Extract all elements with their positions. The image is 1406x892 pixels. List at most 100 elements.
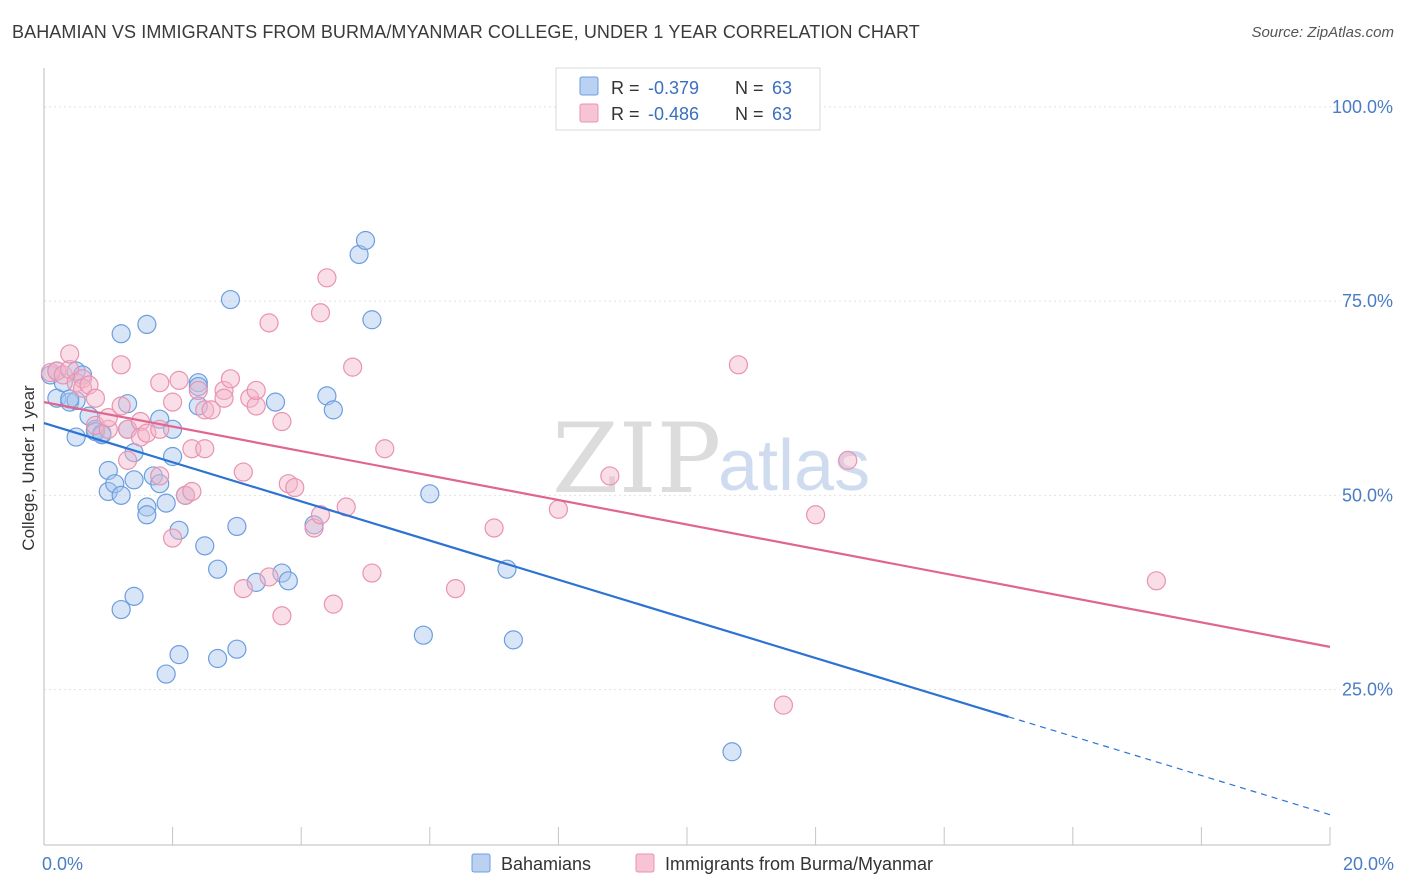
trend-layer <box>43 401 1331 816</box>
point-burma <box>117 450 138 470</box>
point-bahamians <box>124 470 144 490</box>
point-burma <box>246 380 266 401</box>
bottom-legend-label-bahamians: Bahamians <box>501 854 591 874</box>
point-burma <box>838 450 858 470</box>
point-bahamians <box>362 310 382 330</box>
y-tick-label: 50.0% <box>1342 485 1393 505</box>
legend-box: R = -0.379 N = 63 R = -0.486 N = 63 <box>555 67 821 131</box>
point-burma <box>259 313 279 333</box>
point-bahamians <box>124 586 144 606</box>
point-burma <box>272 606 292 626</box>
point-burma <box>182 481 202 502</box>
point-burma <box>150 373 170 393</box>
point-burma <box>728 355 749 375</box>
point-burma <box>600 466 620 486</box>
point-burma <box>85 388 106 408</box>
point-burma <box>246 396 266 416</box>
point-burma <box>323 594 343 614</box>
point-bahamians <box>137 497 157 517</box>
watermark-atlas: atlas <box>718 426 870 506</box>
point-burma <box>240 388 260 408</box>
bottom-legend: Bahamians Immigrants from Burma/Myanmar <box>471 853 933 874</box>
point-burma <box>163 528 183 548</box>
point-burma <box>310 505 331 525</box>
y-tick-label: 25.0% <box>1342 680 1393 700</box>
point-bahamians <box>111 599 131 620</box>
point-burma <box>1146 571 1166 591</box>
point-bahamians <box>137 505 157 525</box>
point-bahamians <box>278 571 298 591</box>
point-bahamians <box>503 630 523 650</box>
grid-layer <box>44 106 1340 691</box>
bottom-legend-swatch-bahamians <box>471 853 491 873</box>
point-burma <box>285 477 305 498</box>
legend-n-label: N = <box>735 78 764 98</box>
point-bahamians <box>227 516 247 537</box>
point-burma <box>111 355 131 375</box>
point-bahamians <box>413 625 433 645</box>
bottom-legend-swatch-burma <box>635 853 655 873</box>
point-burma <box>60 344 80 364</box>
chart-title: BAHAMIAN VS IMMIGRANTS FROM BURMA/MYANMA… <box>12 22 920 42</box>
point-bahamians <box>272 563 292 583</box>
point-bahamians <box>111 324 131 344</box>
point-bahamians <box>265 392 286 412</box>
point-bahamians <box>105 474 125 494</box>
y-axis-title: College, Under 1 year <box>19 385 38 551</box>
trendline-bahamians <box>43 422 1009 718</box>
point-burma <box>259 567 279 587</box>
legend-n-label: N = <box>735 104 764 124</box>
bottom-legend-label-burma: Immigrants from Burma/Myanmar <box>665 854 933 874</box>
point-bahamians <box>220 289 241 310</box>
point-burma <box>233 578 253 599</box>
point-bahamians <box>323 400 343 420</box>
point-burma <box>195 439 215 459</box>
point-bahamians <box>420 484 440 504</box>
legend-r-value: -0.486 <box>648 104 699 124</box>
point-burma <box>220 369 241 389</box>
point-bahamians <box>137 314 157 335</box>
point-burma <box>111 396 131 416</box>
point-burma <box>201 400 221 420</box>
point-burma <box>214 380 234 401</box>
point-bahamians <box>156 493 176 513</box>
point-burma <box>362 563 382 583</box>
legend-r-label: R = <box>611 78 640 98</box>
point-bahamians <box>355 230 376 251</box>
point-burma <box>188 380 208 401</box>
point-bahamians <box>349 244 369 265</box>
point-bahamians <box>208 648 228 669</box>
x-tick-label: 20.0% <box>1343 854 1394 874</box>
point-burma <box>317 268 337 288</box>
point-bahamians <box>317 386 337 406</box>
point-burma <box>233 462 253 482</box>
source-label: Source: ZipAtlas.com <box>1251 24 1394 41</box>
point-burma <box>150 466 170 486</box>
legend-swatch-bahamians <box>579 76 599 96</box>
point-burma <box>163 392 183 412</box>
point-bahamians <box>156 664 176 684</box>
point-burma <box>773 695 794 715</box>
point-bahamians <box>150 474 170 494</box>
watermark-zip: ZIP <box>552 403 721 515</box>
watermark: ZIP atlas <box>552 403 870 515</box>
point-burma <box>343 357 363 377</box>
point-bahamians <box>143 466 163 486</box>
x-tick-label: 0.0% <box>42 854 83 874</box>
point-bahamians <box>111 485 131 505</box>
trendline-bahamians-extrapolated <box>1008 716 1331 816</box>
legend-r-value: -0.379 <box>648 78 699 98</box>
legend-n-value: 63 <box>772 104 792 124</box>
legend-frame <box>555 67 821 131</box>
point-bahamians <box>722 742 742 762</box>
point-bahamians <box>227 639 247 659</box>
point-bahamians <box>195 536 215 556</box>
point-burma <box>169 370 189 390</box>
point-bahamians <box>208 559 228 579</box>
point-bahamians <box>169 520 189 540</box>
point-burma <box>195 400 215 420</box>
point-burma <box>484 518 504 538</box>
axis-layer: 25.0% 50.0% 75.0% 100.0% 0.0% 20.0% <box>42 68 1394 874</box>
point-bahamians <box>98 481 118 502</box>
